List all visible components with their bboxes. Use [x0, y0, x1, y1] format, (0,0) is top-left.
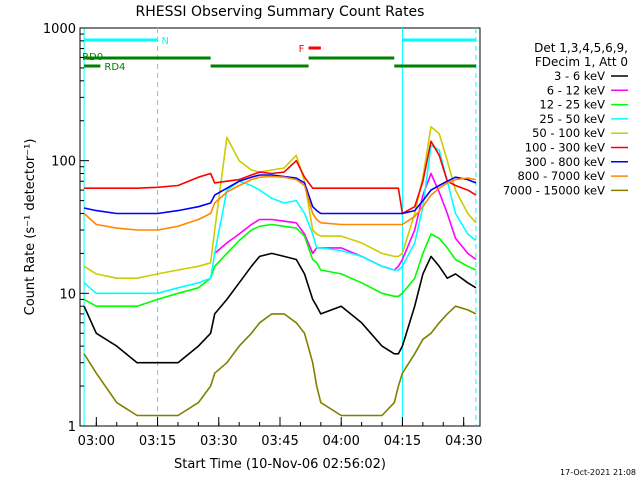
status-label: F [299, 44, 305, 55]
vertical-markers [83, 28, 477, 426]
series-line [83, 175, 477, 231]
series-line [83, 252, 477, 364]
x-axis-ticks: 03:00 03:15 03:30 03:45 04:00 04:15 04:30 [78, 417, 482, 449]
series-line [83, 174, 477, 215]
x-tick-label: 03:30 [200, 434, 237, 449]
legend-header-2: FDecim 1, Att 0 [535, 55, 628, 69]
legend-label: 25 - 50 keV [539, 112, 605, 126]
legend-label: 800 - 7000 keV [517, 169, 605, 183]
y-tick-label: 1 [68, 420, 76, 435]
y-tick-label: 1000 [43, 22, 76, 37]
legend-label: 100 - 300 keV [525, 141, 605, 155]
legend-label: 3 - 6 keV [554, 69, 605, 83]
y-axis-label: Count Rate (s⁻¹ detector⁻¹) [23, 139, 38, 316]
date-stamp: 17-Oct-2021 21:08 [560, 468, 636, 477]
series-line [83, 144, 477, 295]
status-label: RD0 [82, 52, 103, 63]
chart-title: RHESSI Observing Summary Count Rates [136, 4, 425, 20]
y-axis-ticks: 1 10 100 1000 [43, 22, 89, 435]
x-tick-label: 03:00 [78, 434, 115, 449]
x-tick-label: 04:00 [322, 434, 359, 449]
series-group [83, 126, 477, 417]
plot-frame [79, 27, 481, 427]
y-tick-label: 10 [59, 287, 76, 302]
x-tick-label: 04:30 [445, 434, 482, 449]
legend-label: 300 - 800 keV [525, 155, 605, 169]
x-tick-label: 03:45 [261, 434, 298, 449]
legend-label: 50 - 100 keV [532, 126, 605, 140]
series-line [83, 305, 477, 417]
legend-label: 7000 - 15000 keV [503, 183, 605, 197]
status-label: N [162, 36, 169, 47]
legend-header-1: Det 1,3,4,5,6,9, [534, 41, 628, 55]
status-label: RD4 [104, 62, 125, 73]
plot-area [79, 27, 481, 427]
legend-label: 12 - 25 keV [539, 98, 605, 112]
series-line [83, 223, 477, 307]
legend: Det 1,3,4,5,6,9, FDecim 1, Att 0 3 - 6 k… [503, 41, 628, 197]
x-axis-label: Start Time (10-Nov-06 02:56:02) [174, 457, 386, 472]
x-tick-label: 04:15 [384, 434, 421, 449]
series-line [83, 126, 477, 279]
x-tick-label: 03:15 [139, 434, 176, 449]
series-line [84, 140, 477, 215]
legend-label: 6 - 12 keV [547, 83, 605, 97]
y-tick-label: 100 [51, 155, 76, 170]
